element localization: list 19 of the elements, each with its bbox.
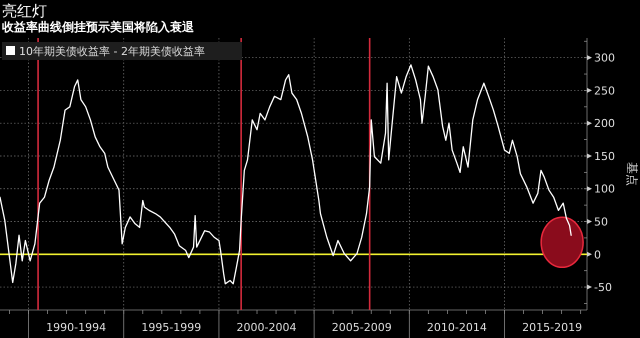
- y-tick-label: 50: [594, 216, 608, 229]
- legend-label: 10年期美债收益率 - 2年期美债收益率: [19, 45, 205, 58]
- y-tick-label: 200: [594, 117, 615, 130]
- y-tick-label: 0: [594, 248, 601, 262]
- chart-title: 亮红灯: [2, 2, 47, 20]
- x-tick-label: 2010-2014: [426, 321, 487, 334]
- x-tick-label: 1995-1999: [141, 321, 202, 334]
- y-tick-label: 250: [594, 84, 615, 98]
- x-tick-label: 2005-2009: [332, 321, 392, 334]
- y-tick-label: 300: [594, 52, 615, 65]
- y-tick-label: -50: [594, 281, 612, 294]
- y-tick-label: 150: [594, 150, 615, 163]
- y-tick-label: 100: [594, 182, 615, 196]
- y-axis-title: 基点: [625, 162, 639, 186]
- chart-subtitle: 收益率曲线倒挂预示美国将陷入衰退: [2, 20, 195, 34]
- x-tick-label: 2000-2004: [236, 321, 297, 334]
- line-series: [0, 64, 572, 284]
- x-tick-label: 1990-1994: [46, 321, 106, 334]
- x-tick-label: 2015-2019: [522, 321, 582, 334]
